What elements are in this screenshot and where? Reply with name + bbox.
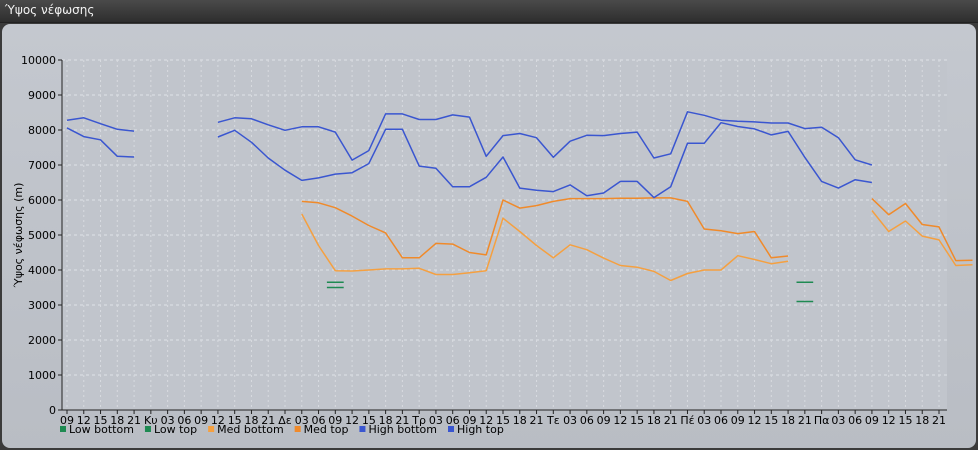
x-tick-label: 09 xyxy=(731,414,745,427)
x-tick-label: 09 xyxy=(865,414,879,427)
x-tick-label: 03 xyxy=(697,414,711,427)
legend-swatch xyxy=(359,426,366,432)
x-tick-label: 12 xyxy=(345,414,359,427)
x-tick-label: 15 xyxy=(228,414,242,427)
series-line-med-top xyxy=(871,198,973,262)
series-line-high-top xyxy=(66,117,135,132)
x-tick-label: 03 xyxy=(295,414,309,427)
x-tick-label: 09 xyxy=(597,414,611,427)
title-bar: Ύψος νέφωσης xyxy=(0,0,978,23)
chart-panel: 0 1000 2000 3000 4000 5000 6000 7000 8000 9000 100… xyxy=(2,24,976,448)
plot-area xyxy=(62,60,947,410)
x-tick-label: 18 xyxy=(647,414,661,427)
x-tick-label: 12 xyxy=(613,414,627,427)
x-tick-label: Πα xyxy=(814,414,830,427)
y-tick-label: 3000 xyxy=(28,299,56,312)
x-tick-label: 12 xyxy=(479,414,493,427)
cloud-height-chart: 0 1000 2000 3000 4000 5000 6000 7000 8000 9000 100… xyxy=(12,54,973,436)
x-tick-label: 09 xyxy=(60,414,74,427)
x-tick-label: 18 xyxy=(915,414,929,427)
x-tick-label: 18 xyxy=(513,414,527,427)
x-tick-label: 18 xyxy=(110,414,124,427)
y-tick-label: 7000 xyxy=(28,159,56,172)
x-tick-label: 18 xyxy=(781,414,795,427)
x-tick-label: 15 xyxy=(362,414,376,427)
legend-label: Med top xyxy=(304,423,349,436)
series-line-med-top xyxy=(301,197,789,259)
x-tick-label: 12 xyxy=(77,414,91,427)
legend-label: Med bottom xyxy=(217,423,284,436)
series-line-high-bottom xyxy=(217,121,873,199)
y-tick-label: 4000 xyxy=(28,264,56,277)
x-tick-label: 21 xyxy=(798,414,812,427)
x-tick-label: Τε xyxy=(546,414,560,427)
x-tick-label: 06 xyxy=(177,414,191,427)
series-line-high-top xyxy=(217,111,873,166)
legend-label: High top xyxy=(457,423,504,436)
x-tick-label: 12 xyxy=(748,414,762,427)
x-tick-label: 21 xyxy=(530,414,544,427)
legend-swatch xyxy=(448,426,454,432)
y-tick-label: 1000 xyxy=(28,369,56,382)
x-tick-label: 12 xyxy=(211,414,225,427)
y-tick-label: 10000 xyxy=(21,54,56,67)
series-line-med-bottom xyxy=(301,213,789,282)
x-tick-label: 15 xyxy=(94,414,108,427)
x-tick-label: Τρ xyxy=(411,414,426,427)
x-tick-label: 03 xyxy=(563,414,577,427)
x-tick-label: 15 xyxy=(898,414,912,427)
x-tick-label: 21 xyxy=(261,414,275,427)
x-tick-label: 06 xyxy=(580,414,594,427)
x-tick-label: 21 xyxy=(395,414,409,427)
legend-swatch xyxy=(60,426,66,432)
legend-swatch xyxy=(208,426,215,432)
x-tick-label: 06 xyxy=(848,414,862,427)
x-tick-label: Κυ xyxy=(144,414,158,427)
x-tick-label: 09 xyxy=(462,414,476,427)
x-tick-label: 06 xyxy=(312,414,326,427)
x-tick-label: 03 xyxy=(831,414,845,427)
x-tick-label: 03 xyxy=(161,414,175,427)
y-tick-label: 6000 xyxy=(28,194,56,207)
y-axis-label: Ύψος νέφωσης (m) xyxy=(12,183,25,289)
x-tick-label: 03 xyxy=(429,414,443,427)
x-tick-label: 15 xyxy=(764,414,778,427)
x-tick-label: Πέ xyxy=(680,414,694,427)
legend-swatch xyxy=(144,426,151,432)
window-title: Ύψος νέφωσης xyxy=(5,3,95,17)
y-tick-label: 9000 xyxy=(28,89,56,102)
x-tick-label: 15 xyxy=(496,414,510,427)
x-tick-label: 18 xyxy=(244,414,258,427)
y-tick-label: 8000 xyxy=(28,124,56,137)
x-tick-label: 06 xyxy=(714,414,728,427)
legend-label: Low top xyxy=(154,423,197,436)
x-tick-label: 21 xyxy=(664,414,678,427)
x-tick-label: 21 xyxy=(932,414,946,427)
x-tick-label: 18 xyxy=(379,414,393,427)
legend-label: High bottom xyxy=(368,423,437,436)
x-tick-label: 15 xyxy=(630,414,644,427)
x-tick-label: Δε xyxy=(278,414,292,427)
x-tick-label: 09 xyxy=(194,414,208,427)
y-tick-label: 0 xyxy=(49,404,56,417)
x-tick-label: 21 xyxy=(127,414,141,427)
legend-label: Low bottom xyxy=(69,423,134,436)
x-tick-label: 06 xyxy=(446,414,460,427)
x-tick-label: 12 xyxy=(882,414,896,427)
y-tick-label: 2000 xyxy=(28,334,56,347)
series-line-high-bottom xyxy=(66,127,135,158)
y-tick-label: 5000 xyxy=(28,229,56,242)
legend-swatch xyxy=(294,426,301,432)
series-line-med-bottom xyxy=(871,210,973,267)
x-tick-label: 09 xyxy=(328,414,342,427)
